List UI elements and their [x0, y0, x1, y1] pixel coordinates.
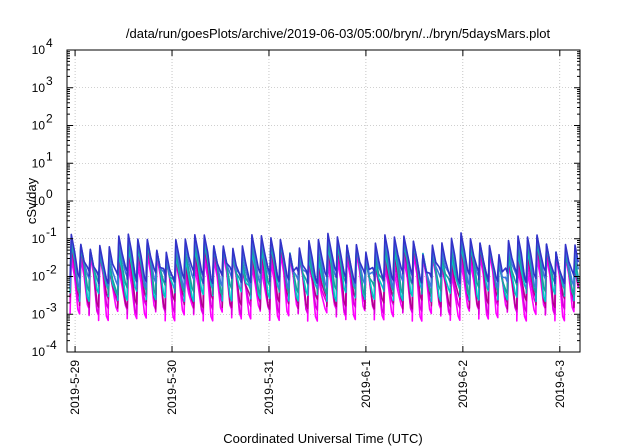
x-tick-label: 2019-6-1 [359, 360, 373, 408]
x-tick-label: 2019-5-29 [68, 360, 82, 415]
x-tick-label: 2019-5-31 [262, 360, 276, 415]
series-group [69, 232, 580, 322]
y-tick-exponent: 0 [46, 187, 53, 201]
x-tick-label: 2019-6-3 [553, 360, 567, 408]
x-tick-label: 2019-5-30 [165, 360, 179, 415]
x-tick-label: 2019-6-2 [456, 360, 470, 408]
y-tick-label: 10 [32, 81, 46, 95]
y-tick-exponent: 1 [46, 149, 53, 163]
y-tick-exponent: -4 [46, 338, 57, 352]
y-axis-label: cSv/day [24, 177, 39, 224]
y-tick-exponent: -1 [46, 225, 57, 239]
x-axis-label: Coordinated Universal Time (UTC) [223, 431, 422, 446]
y-tick-label: 10 [32, 270, 46, 284]
series-line [69, 235, 580, 289]
y-tick-label: 10 [32, 194, 46, 208]
y-tick-label: 10 [32, 307, 46, 321]
y-tick-exponent: -3 [46, 300, 57, 314]
chart-title: /data/run/goesPlots/archive/2019-06-03/0… [126, 26, 551, 41]
y-tick-label: 10 [32, 119, 46, 133]
y-tick-label: 10 [32, 232, 46, 246]
y-tick-exponent: 4 [46, 36, 53, 50]
y-tick-exponent: -2 [46, 263, 57, 277]
y-tick-label: 10 [32, 43, 46, 57]
series-line [69, 232, 580, 285]
y-tick-label: 10 [32, 156, 46, 170]
y-tick-label: 10 [32, 345, 46, 359]
y-tick-exponent: 2 [46, 112, 53, 126]
grid-lines [67, 50, 580, 352]
y-tick-exponent: 3 [46, 74, 53, 88]
